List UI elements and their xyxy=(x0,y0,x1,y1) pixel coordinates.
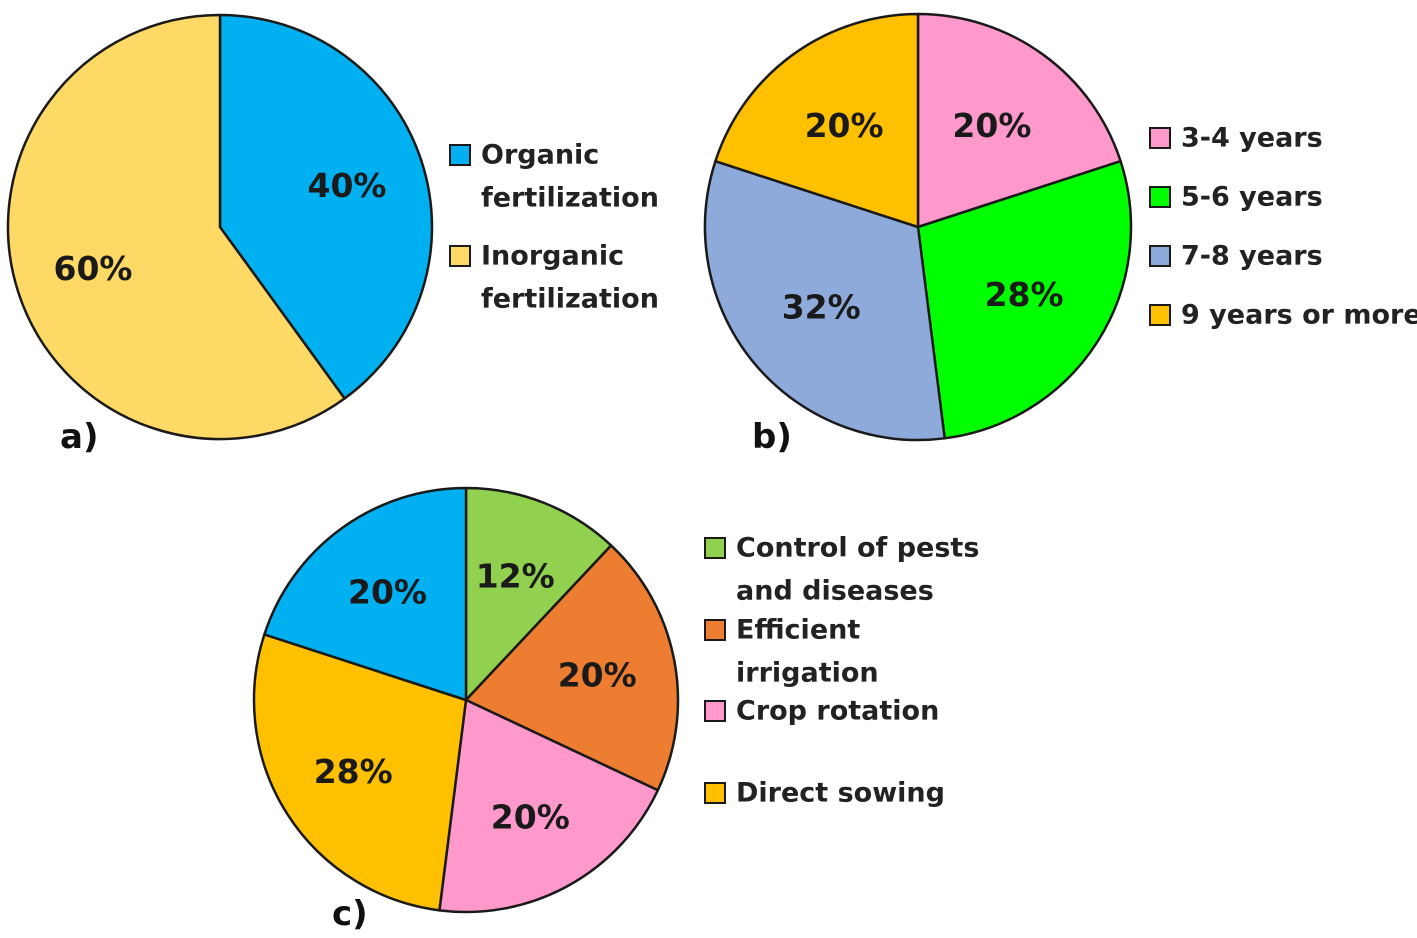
legend-swatch-c-2 xyxy=(704,700,726,722)
legend-label-b-1-0: 5-6 years xyxy=(1181,182,1323,213)
pie-slice-b-2 xyxy=(703,159,946,442)
pie-slice-c-2 xyxy=(438,698,660,914)
legend-label-c-3-0: Direct sowing xyxy=(736,778,945,809)
pie-slice-c-1 xyxy=(464,544,680,792)
legend-label-a-0-1: fertilization xyxy=(481,183,659,214)
pie-slice-b-1 xyxy=(916,159,1133,440)
data-label-c-3: 28% xyxy=(314,752,393,791)
pie-chart-b: 20% 28% 32% 20% b) 3-4 years 5-6 years 7-8 year… xyxy=(703,12,1417,457)
data-label-c-4: 20% xyxy=(348,572,427,611)
legend-swatch-c-3 xyxy=(704,782,726,804)
legend-swatch-b-2 xyxy=(1149,245,1171,267)
pie-slice-c-3 xyxy=(252,633,468,912)
legend-label-c-0-1: and diseases xyxy=(736,576,934,607)
pie-slice-c-4 xyxy=(263,486,468,702)
data-label-b-0: 20% xyxy=(952,106,1031,145)
pie-chart-a: 40% 60% a) Organic fertilization Inorganic fer… xyxy=(6,13,659,457)
pie-slice-a-0 xyxy=(218,13,434,400)
legend-swatch-a-0 xyxy=(449,144,471,166)
panel-label-a: a) xyxy=(60,417,98,457)
data-label-b-3: 20% xyxy=(805,106,884,145)
pie-slice-b-0 xyxy=(916,12,1122,229)
legend-label-c-1-0: Efficient xyxy=(736,615,860,646)
data-label-c-0: 12% xyxy=(476,556,555,595)
legend-label-c-1-1: irrigation xyxy=(736,658,879,689)
legend-swatch-b-0 xyxy=(1149,127,1171,149)
data-label-a-0: 40% xyxy=(308,166,387,205)
legend-swatch-b-3 xyxy=(1149,304,1171,326)
legend-label-c-0-0: Control of pests xyxy=(736,533,979,564)
panel-label-b: b) xyxy=(752,417,792,457)
data-label-b-1: 28% xyxy=(985,275,1064,314)
legend-label-b-2-0: 7-8 years xyxy=(1181,241,1323,272)
legend-label-c-2-0: Crop rotation xyxy=(736,696,939,727)
legend-swatch-a-1 xyxy=(449,245,471,267)
legend-label-b-0-0: 3-4 years xyxy=(1181,123,1323,154)
data-label-c-1: 20% xyxy=(558,656,637,695)
legend-label-a-1-1: fertilization xyxy=(481,284,659,315)
legend-label-a-1-0: Inorganic xyxy=(481,241,624,272)
pie-slice-a-1 xyxy=(6,13,346,441)
legend-label-a-0-0: Organic xyxy=(481,140,599,171)
pie-slice-c-0 xyxy=(464,486,613,702)
panel-label-c: c) xyxy=(332,894,368,934)
legend-swatch-b-1 xyxy=(1149,186,1171,208)
data-label-b-2: 32% xyxy=(782,288,861,327)
legend-swatch-c-0 xyxy=(704,537,726,559)
legend-swatch-c-1 xyxy=(704,619,726,641)
pie-chart-c: 12% 20% 20% 28% 20% c) Control of pests and dis… xyxy=(252,486,979,934)
data-label-a-1: 60% xyxy=(54,249,133,288)
legend-label-b-3-0: 9 years or more xyxy=(1181,300,1417,331)
data-label-c-2: 20% xyxy=(491,798,570,837)
pie-slice-b-3 xyxy=(714,12,920,229)
